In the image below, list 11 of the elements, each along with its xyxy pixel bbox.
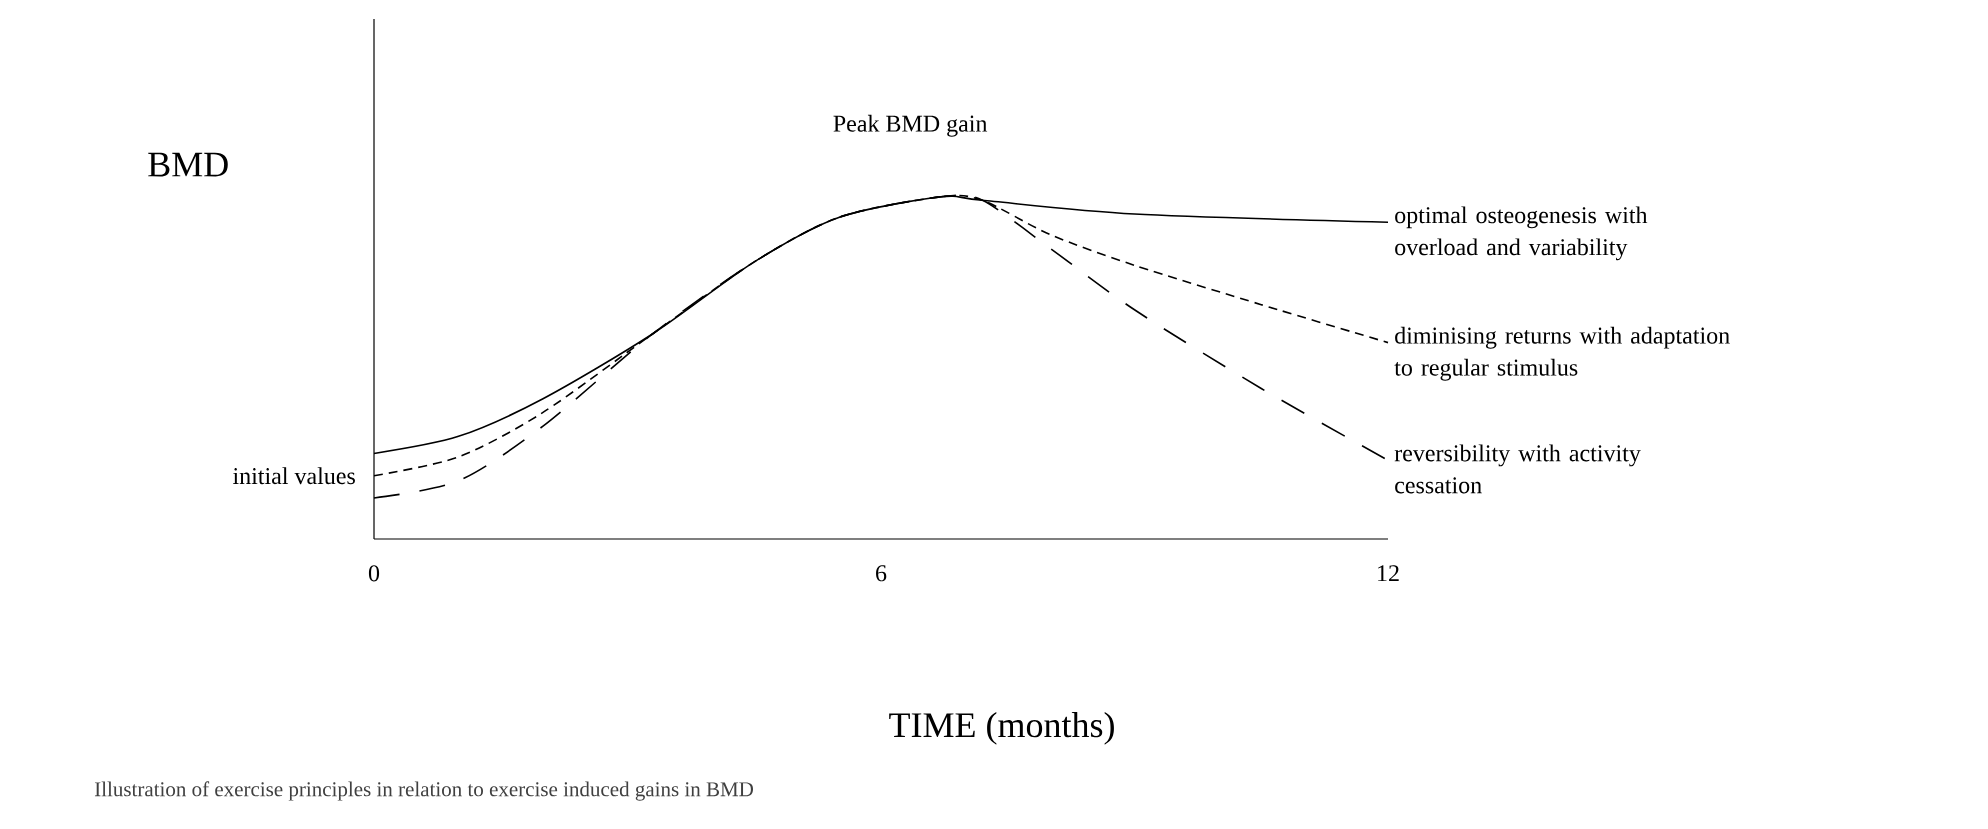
- series-label: diminising returns with adaptation to regular stimulus: [1394, 326, 1730, 381]
- y-axis-title: BMD: [148, 152, 228, 177]
- x-tick-label: 6: [876, 565, 887, 582]
- annotation: initial values: [233, 467, 355, 485]
- text: Illustration of exercise principles in relation to exercise induced gains in BMD: [94, 781, 754, 801]
- x-tick-label: 0: [368, 565, 380, 582]
- series-label: reversibility with activity cessation: [1394, 444, 1641, 494]
- annotation: Peak BMD gain: [833, 114, 988, 137]
- x-axis-title: TIME (months): [889, 712, 1114, 745]
- x-tick-label: 12: [1378, 565, 1399, 582]
- series-label: optimal osteogenesis with overload and variability: [1395, 206, 1648, 261]
